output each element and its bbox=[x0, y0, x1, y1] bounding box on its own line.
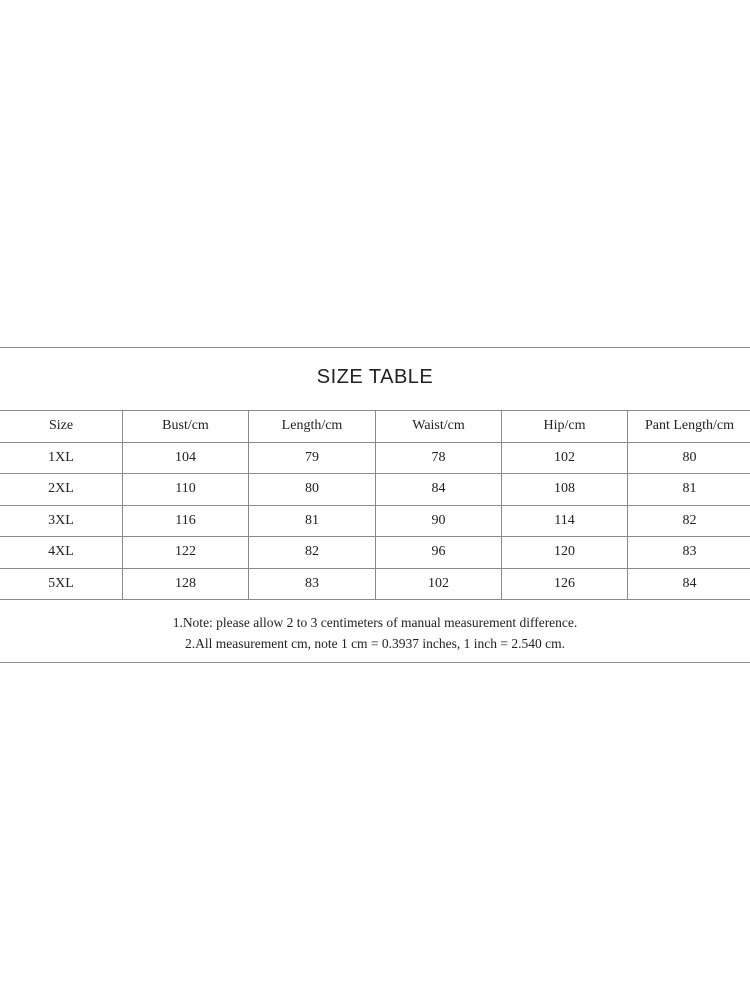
header-row: Size Bust/cm Length/cm Waist/cm Hip/cm Pant L… bbox=[0, 410, 750, 443]
note-1: 1.Note: please allow 2 to 3 centimeters … bbox=[172, 615, 578, 630]
table-cell: 80 bbox=[248, 473, 376, 506]
table-cell: 83 bbox=[627, 536, 750, 569]
table-cell: 82 bbox=[627, 504, 750, 537]
table-cell: 102 bbox=[375, 567, 502, 600]
table-cell: 78 bbox=[375, 441, 502, 474]
column-header: Size bbox=[0, 410, 123, 443]
table-cell: 5XL bbox=[0, 567, 123, 600]
column-header: Hip/cm bbox=[501, 410, 628, 443]
table-cell: 79 bbox=[248, 441, 376, 474]
column-header: Waist/cm bbox=[375, 410, 502, 443]
table-cell: 108 bbox=[501, 473, 628, 506]
column-header: Pant Length/cm bbox=[627, 410, 750, 443]
table-row: 4XL 122 82 96 120 83 bbox=[0, 536, 750, 569]
table-cell: 102 bbox=[501, 441, 628, 474]
table-cell: 2XL bbox=[0, 473, 123, 506]
table-cell: 80 bbox=[627, 441, 750, 474]
table-cell: 1XL bbox=[0, 441, 123, 474]
table-cell: 104 bbox=[122, 441, 249, 474]
table-cell: 4XL bbox=[0, 536, 123, 569]
notes: 1.Note: please allow 2 to 3 centimeters … bbox=[0, 612, 750, 654]
table-cell: 110 bbox=[122, 473, 249, 506]
table-cell: 120 bbox=[501, 536, 628, 569]
column-header: Bust/cm bbox=[122, 410, 249, 443]
table-cell: 81 bbox=[248, 504, 376, 537]
size-table: Size Bust/cm Length/cm Waist/cm Hip/cm Pant L… bbox=[0, 410, 750, 600]
table-cell: 128 bbox=[122, 567, 249, 600]
column-header: Length/cm bbox=[248, 410, 376, 443]
top-divider bbox=[0, 347, 750, 348]
table-row: 3XL 116 81 90 114 82 bbox=[0, 504, 750, 537]
table-cell: 3XL bbox=[0, 504, 123, 537]
table-cell: 90 bbox=[375, 504, 502, 537]
page-title: SIZE TABLE bbox=[316, 366, 434, 388]
table-cell: 126 bbox=[501, 567, 628, 600]
table-row: 1XL 104 79 78 102 80 bbox=[0, 441, 750, 474]
table-cell: 83 bbox=[248, 567, 376, 600]
table-row: 2XL 110 80 84 108 81 bbox=[0, 473, 750, 506]
table-cell: 84 bbox=[627, 567, 750, 600]
table-row: 5XL 128 83 102 126 84 bbox=[0, 567, 750, 600]
table-cell: 84 bbox=[375, 473, 502, 506]
note-2: 2.All measurement cm, note 1 cm = 0.3937… bbox=[184, 636, 566, 651]
table-cell: 81 bbox=[627, 473, 750, 506]
table-cell: 122 bbox=[122, 536, 249, 569]
bottom-divider bbox=[0, 662, 750, 663]
table-cell: 116 bbox=[122, 504, 249, 537]
table-cell: 114 bbox=[501, 504, 628, 537]
table-cell: 96 bbox=[375, 536, 502, 569]
table-cell: 82 bbox=[248, 536, 376, 569]
